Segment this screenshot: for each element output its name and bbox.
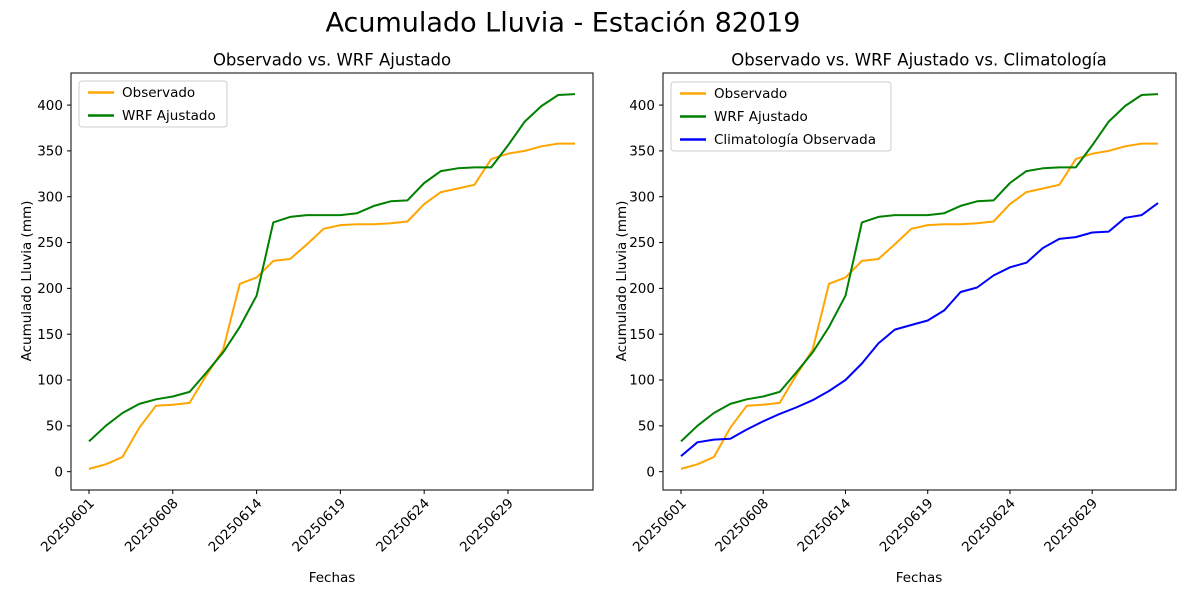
x-tick-label: 20250624: [373, 496, 433, 556]
x-tick-label: 20250619: [289, 496, 349, 556]
x-tick-label: 20250629: [457, 496, 517, 556]
y-tick-label: 0: [646, 464, 655, 480]
y-tick-label: 350: [629, 144, 655, 160]
y-tick-label: 0: [54, 464, 63, 480]
y-tick-label: 100: [37, 373, 63, 389]
y-tick-label: 350: [37, 144, 63, 160]
x-tick-label: 20250601: [38, 496, 98, 556]
y-tick-label: 150: [629, 327, 655, 343]
y-tick-label: 250: [629, 235, 655, 251]
right-x-axis-label: Fechas: [895, 570, 943, 586]
x-tick-label: 20250624: [959, 496, 1019, 556]
x-tick-label: 20250619: [877, 496, 937, 556]
series-line-wrf-ajustado: [88, 93, 576, 443]
axes-spine: [662, 72, 1177, 491]
left-subplot-title: Observado vs. WRF Ajustado: [212, 50, 452, 70]
y-tick-label: 200: [629, 281, 655, 297]
legend-label-wrf-ajustado: WRF Ajustado: [122, 108, 216, 124]
y-tick-label: 250: [37, 235, 63, 251]
series-line-observado: [88, 142, 575, 470]
series-line-climatologia-observada: [680, 202, 1159, 457]
y-tick-label: 50: [638, 419, 655, 435]
x-tick-label: 20250608: [122, 496, 182, 556]
right-subplot-title: Observado vs. WRF Ajustado vs. Climatolo…: [731, 50, 1107, 70]
figure-title: Acumulado Lluvia - Estación 82019: [325, 7, 801, 39]
series-line-observado: [680, 142, 1158, 470]
y-tick-label: 400: [37, 98, 63, 114]
legend-box: [670, 81, 892, 152]
legend-box: [78, 80, 228, 128]
legend-label-wrf-ajustado: WRF Ajustado: [714, 109, 808, 125]
axes-spine: [70, 72, 594, 491]
y-tick-label: 300: [37, 189, 63, 205]
y-tick-label: 300: [629, 189, 655, 205]
x-tick-label: 20250608: [712, 496, 772, 556]
x-tick-label: 20250629: [1041, 496, 1101, 556]
left-x-axis-label: Fechas: [308, 570, 356, 586]
legend-label-observado: Observado: [714, 86, 787, 102]
y-tick-label: 150: [37, 327, 63, 343]
series-line-wrf-ajustado: [680, 93, 1159, 443]
y-tick-label: 50: [46, 419, 63, 435]
y-tick-label: 200: [37, 281, 63, 297]
x-tick-label: 20250614: [206, 496, 266, 556]
legend-label-climatologia-observada: Climatología Observada: [714, 132, 876, 148]
x-tick-label: 20250601: [630, 496, 690, 556]
legend-label-observado: Observado: [122, 85, 195, 101]
y-tick-label: 400: [629, 98, 655, 114]
x-tick-label: 20250614: [794, 496, 854, 556]
y-tick-label: 100: [629, 373, 655, 389]
